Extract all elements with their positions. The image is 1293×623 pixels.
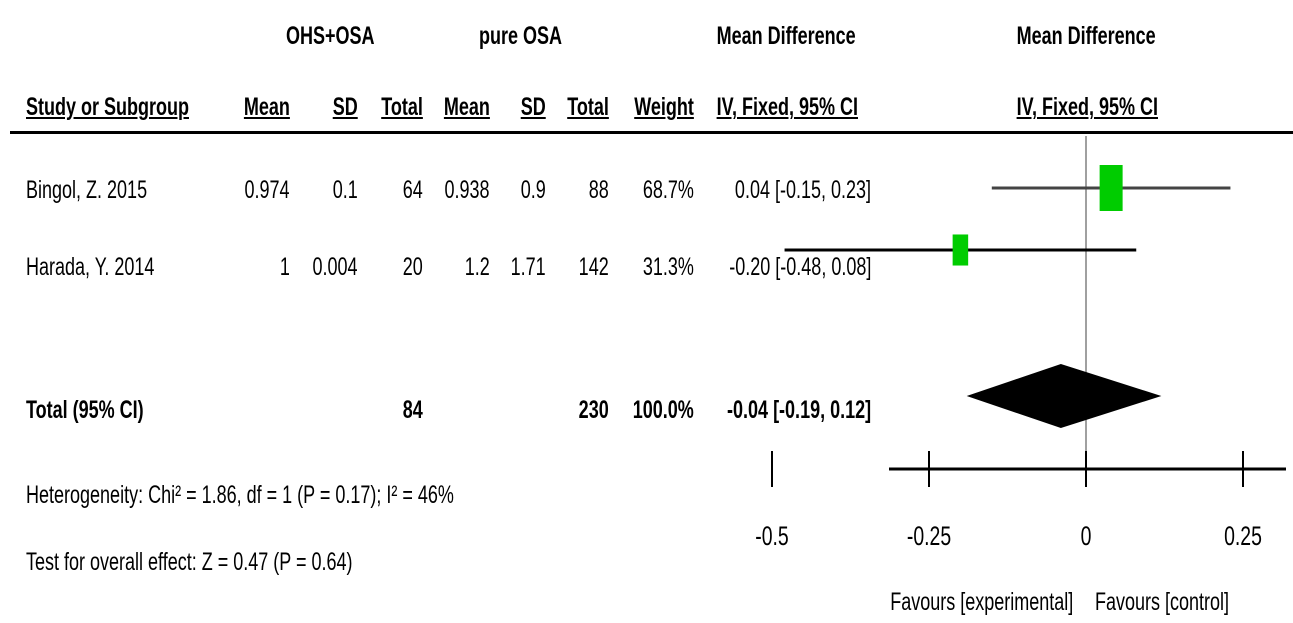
col-total1: Total [381,93,423,121]
plot-md-header: Mean Difference [1016,22,1156,50]
x-tick-label: 0.25 [1224,521,1262,551]
group2-header: pure OSA [479,22,563,50]
favours-left-label: Favours [experimental] [889,588,1073,616]
study-sd2: 1.71 [510,253,546,281]
study-mean1: 0.974 [244,176,290,204]
study-mean1: 1 [279,253,290,281]
study-weight-box [952,234,969,266]
study-total2: 88 [588,176,609,204]
header-rule [10,131,1293,134]
study-total1: 20 [402,253,423,281]
col-sd1: SD [332,93,358,121]
heterogeneity-text: Heterogeneity: Chi² = 1.86, df = 1 (P = … [26,481,454,509]
study-sd1: 0.1 [332,176,358,204]
study-name: Bingol, Z. 2015 [26,176,148,204]
study-ci: -0.20 [-0.48, 0.08] [728,253,871,281]
study-name: Harada, Y. 2014 [26,253,155,281]
col-study: Study or Subgroup [26,93,189,121]
study-marks [784,165,1231,266]
study-sd1: 0.004 [312,253,358,281]
overall-effect-text: Test for overall effect: Z = 0.47 (P = 0… [26,548,353,576]
col-sd2: SD [520,93,546,121]
table-md-header: Mean Difference [716,22,856,50]
pooled-estimate-diamond [966,364,1162,428]
col-mean2: Mean [443,93,490,121]
study-ci: 0.04 [-0.15, 0.23] [734,176,871,204]
col-weight: Weight [634,93,694,121]
x-tick-label: 0 [1081,521,1092,551]
x-tick-label: -0.5 [755,521,788,551]
study-weight: 31.3% [642,253,694,281]
col-total2: Total [567,93,609,121]
study-total1: 64 [402,176,423,204]
study-weight: 68.7% [642,176,694,204]
study-sd2: 0.9 [520,176,546,204]
total-label: Total (95% CI) [26,396,144,424]
study-mean2: 0.938 [444,176,490,204]
total-ci: -0.04 [-0.19, 0.12] [726,396,871,424]
x-tick-label: -0.25 [907,521,951,551]
study-mean2: 1.2 [464,253,490,281]
total-n1: 84 [402,396,423,424]
col-mean1: Mean [243,93,290,121]
study-weight-box [1099,165,1123,211]
total-weight: 100.0% [632,396,694,424]
favours-right-label: Favours [control] [1095,588,1230,616]
study-total2: 142 [578,253,609,281]
col-plot-ci: IV, Fixed, 95% CI [1016,93,1159,121]
total-n2: 230 [578,396,609,424]
col-ci: IV, Fixed, 95% CI [716,93,859,121]
